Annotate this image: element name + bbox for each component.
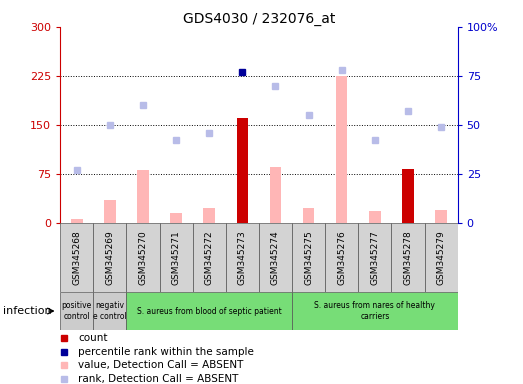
Text: rank, Detection Call = ABSENT: rank, Detection Call = ABSENT (78, 374, 238, 384)
Bar (93, 223, 127, 292)
Bar (93, 292, 127, 330)
Bar (402, 169, 414, 223)
Text: S. aureus from blood of septic patient: S. aureus from blood of septic patient (137, 306, 281, 316)
Text: value, Detection Call = ABSENT: value, Detection Call = ABSENT (78, 360, 243, 370)
Text: GSM345271: GSM345271 (172, 230, 180, 285)
Text: negativ
e control: negativ e control (93, 301, 127, 321)
Bar (226, 223, 259, 292)
Bar (60, 223, 93, 292)
Text: GSM345278: GSM345278 (403, 230, 413, 285)
Bar (71, 220, 83, 223)
Bar (391, 223, 425, 292)
Bar (236, 118, 248, 223)
Text: GSM345269: GSM345269 (105, 230, 115, 285)
Bar (336, 76, 347, 223)
Bar (259, 223, 292, 292)
Bar (203, 209, 215, 223)
Bar (292, 223, 325, 292)
Text: infection: infection (3, 306, 51, 316)
Bar (192, 223, 226, 292)
Text: count: count (78, 333, 108, 343)
Text: GSM345273: GSM345273 (238, 230, 247, 285)
Bar (236, 118, 248, 223)
Bar (425, 223, 458, 292)
Bar (303, 209, 314, 223)
Bar (292, 292, 458, 330)
Text: GSM345279: GSM345279 (437, 230, 446, 285)
Text: percentile rank within the sample: percentile rank within the sample (78, 347, 254, 357)
Bar (104, 200, 116, 223)
Text: GSM345275: GSM345275 (304, 230, 313, 285)
Bar (358, 223, 391, 292)
Bar (270, 167, 281, 223)
Bar (160, 223, 192, 292)
Bar (127, 292, 292, 330)
Bar (435, 210, 447, 223)
Text: GSM345272: GSM345272 (204, 230, 214, 285)
Bar (137, 170, 149, 223)
Text: GSM345270: GSM345270 (139, 230, 147, 285)
Bar (127, 223, 160, 292)
Text: GSM345274: GSM345274 (271, 230, 280, 285)
Bar (60, 292, 93, 330)
Text: S. aureus from nares of healthy
carriers: S. aureus from nares of healthy carriers (314, 301, 435, 321)
Title: GDS4030 / 232076_at: GDS4030 / 232076_at (183, 12, 335, 26)
Text: GSM345268: GSM345268 (72, 230, 81, 285)
Bar (402, 169, 414, 223)
Text: positive
control: positive control (62, 301, 92, 321)
Bar (170, 213, 182, 223)
Bar (325, 223, 358, 292)
Text: GSM345276: GSM345276 (337, 230, 346, 285)
Bar (369, 211, 381, 223)
Text: GSM345277: GSM345277 (370, 230, 379, 285)
